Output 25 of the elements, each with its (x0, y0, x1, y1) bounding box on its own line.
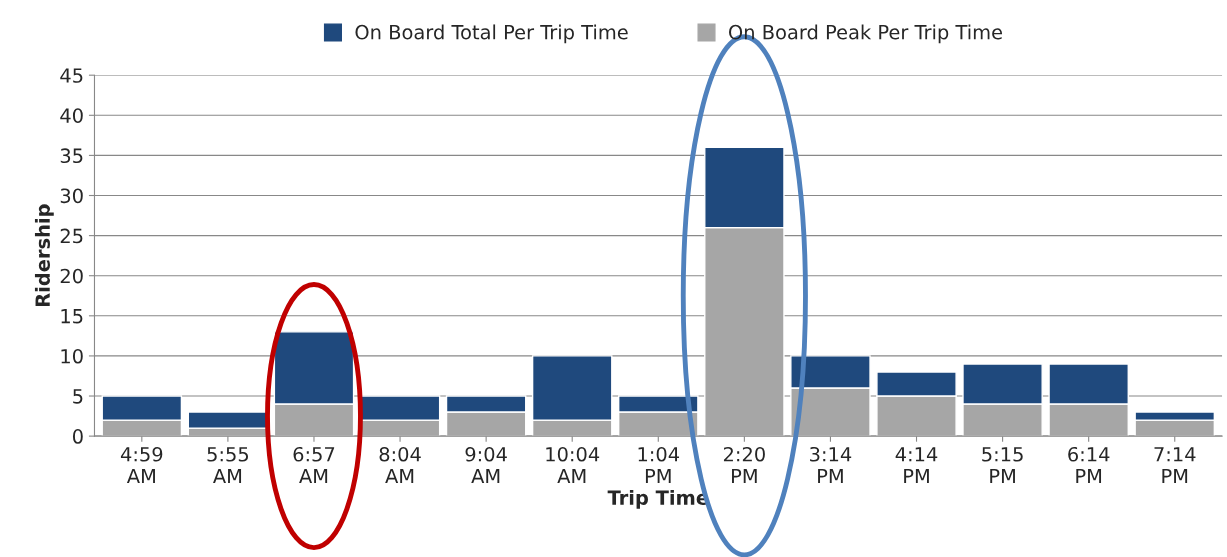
x-tick-label: 5:15 PM (982, 447, 1023, 484)
y-tick-label: 5 (73, 389, 83, 404)
y-tick-label: 30 (60, 188, 83, 204)
x-tick-label: 1:04 PM (638, 446, 680, 484)
x-tick-label: 10:04 AM (546, 446, 600, 484)
y-tick-label: 35 (60, 148, 83, 164)
x-tick-label: 8:04 AM (379, 446, 421, 484)
x-tick-label: 9:04 AM (465, 446, 507, 484)
x-tick-label: 2:20 PM (723, 446, 765, 484)
legend-label: On Board Total Per Trip Time (355, 24, 628, 44)
y-tick-label: 25 (60, 228, 83, 244)
y-tick-label: 40 (60, 108, 83, 123)
y-tick-label: 15 (61, 309, 83, 324)
y-tick-label: 20 (60, 268, 83, 284)
x-tick-label: 4:14 PM (895, 447, 938, 484)
x-tick-label: 4:59 AM (120, 446, 163, 484)
y-tick-label: 45 (60, 68, 83, 83)
x-tick-label: 6:14 PM (1068, 446, 1110, 484)
x-tick-label: 5:55 AM (207, 447, 249, 484)
y-axis-title: Ridership (34, 204, 54, 307)
x-tick-label: 6:57 AM (293, 446, 335, 484)
y-tick-label: 10 (61, 348, 83, 364)
x-tick-label: 3:14 PM (810, 446, 852, 484)
x-tick-label: 7:14 PM (1154, 447, 1196, 484)
y-tick-label: 0 (72, 429, 83, 444)
